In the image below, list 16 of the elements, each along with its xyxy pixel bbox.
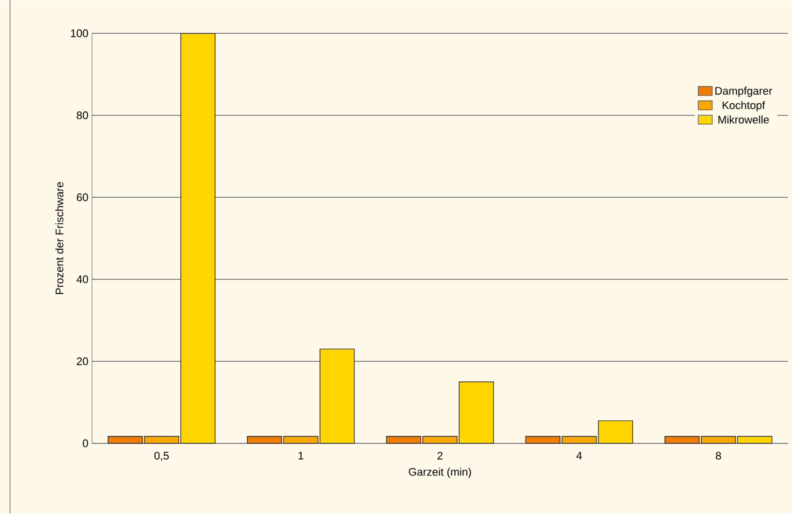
y-tick-label: 40 (76, 276, 88, 284)
y-tick-label: 80 (76, 112, 88, 120)
x-axis-title: Garzeit (min) (408, 468, 471, 478)
y-tick-label: 20 (76, 358, 88, 366)
x-tick-label: 1 (298, 452, 304, 460)
y-tick-label: 100 (71, 30, 88, 38)
x-tick-label: 8 (716, 452, 721, 460)
legend-label: Kochtopf (722, 101, 766, 112)
legend-label: Dampfgarer (715, 86, 772, 98)
x-tick-label: 2 (438, 452, 443, 460)
x-tick-label: 0,5 (154, 452, 169, 462)
x-tick-label: 4 (576, 452, 582, 460)
y-axis-title: Prozent der Frischware (55, 182, 64, 294)
y-tick-label: 60 (76, 194, 88, 202)
legend-label: Mikrowelle (718, 116, 769, 124)
y-tick-label: 0 (82, 440, 88, 448)
